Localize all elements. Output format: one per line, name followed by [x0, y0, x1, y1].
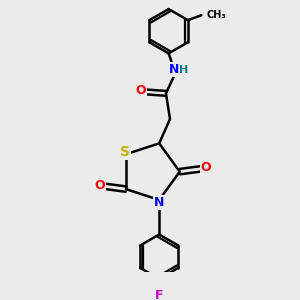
Text: N: N — [169, 63, 179, 76]
Text: O: O — [201, 161, 211, 174]
Text: H: H — [179, 65, 189, 75]
Text: N: N — [154, 196, 164, 208]
Text: F: F — [155, 289, 164, 300]
Text: O: O — [94, 178, 105, 192]
Text: O: O — [136, 84, 146, 98]
Text: CH₃: CH₃ — [207, 10, 226, 20]
Text: S: S — [120, 145, 130, 159]
